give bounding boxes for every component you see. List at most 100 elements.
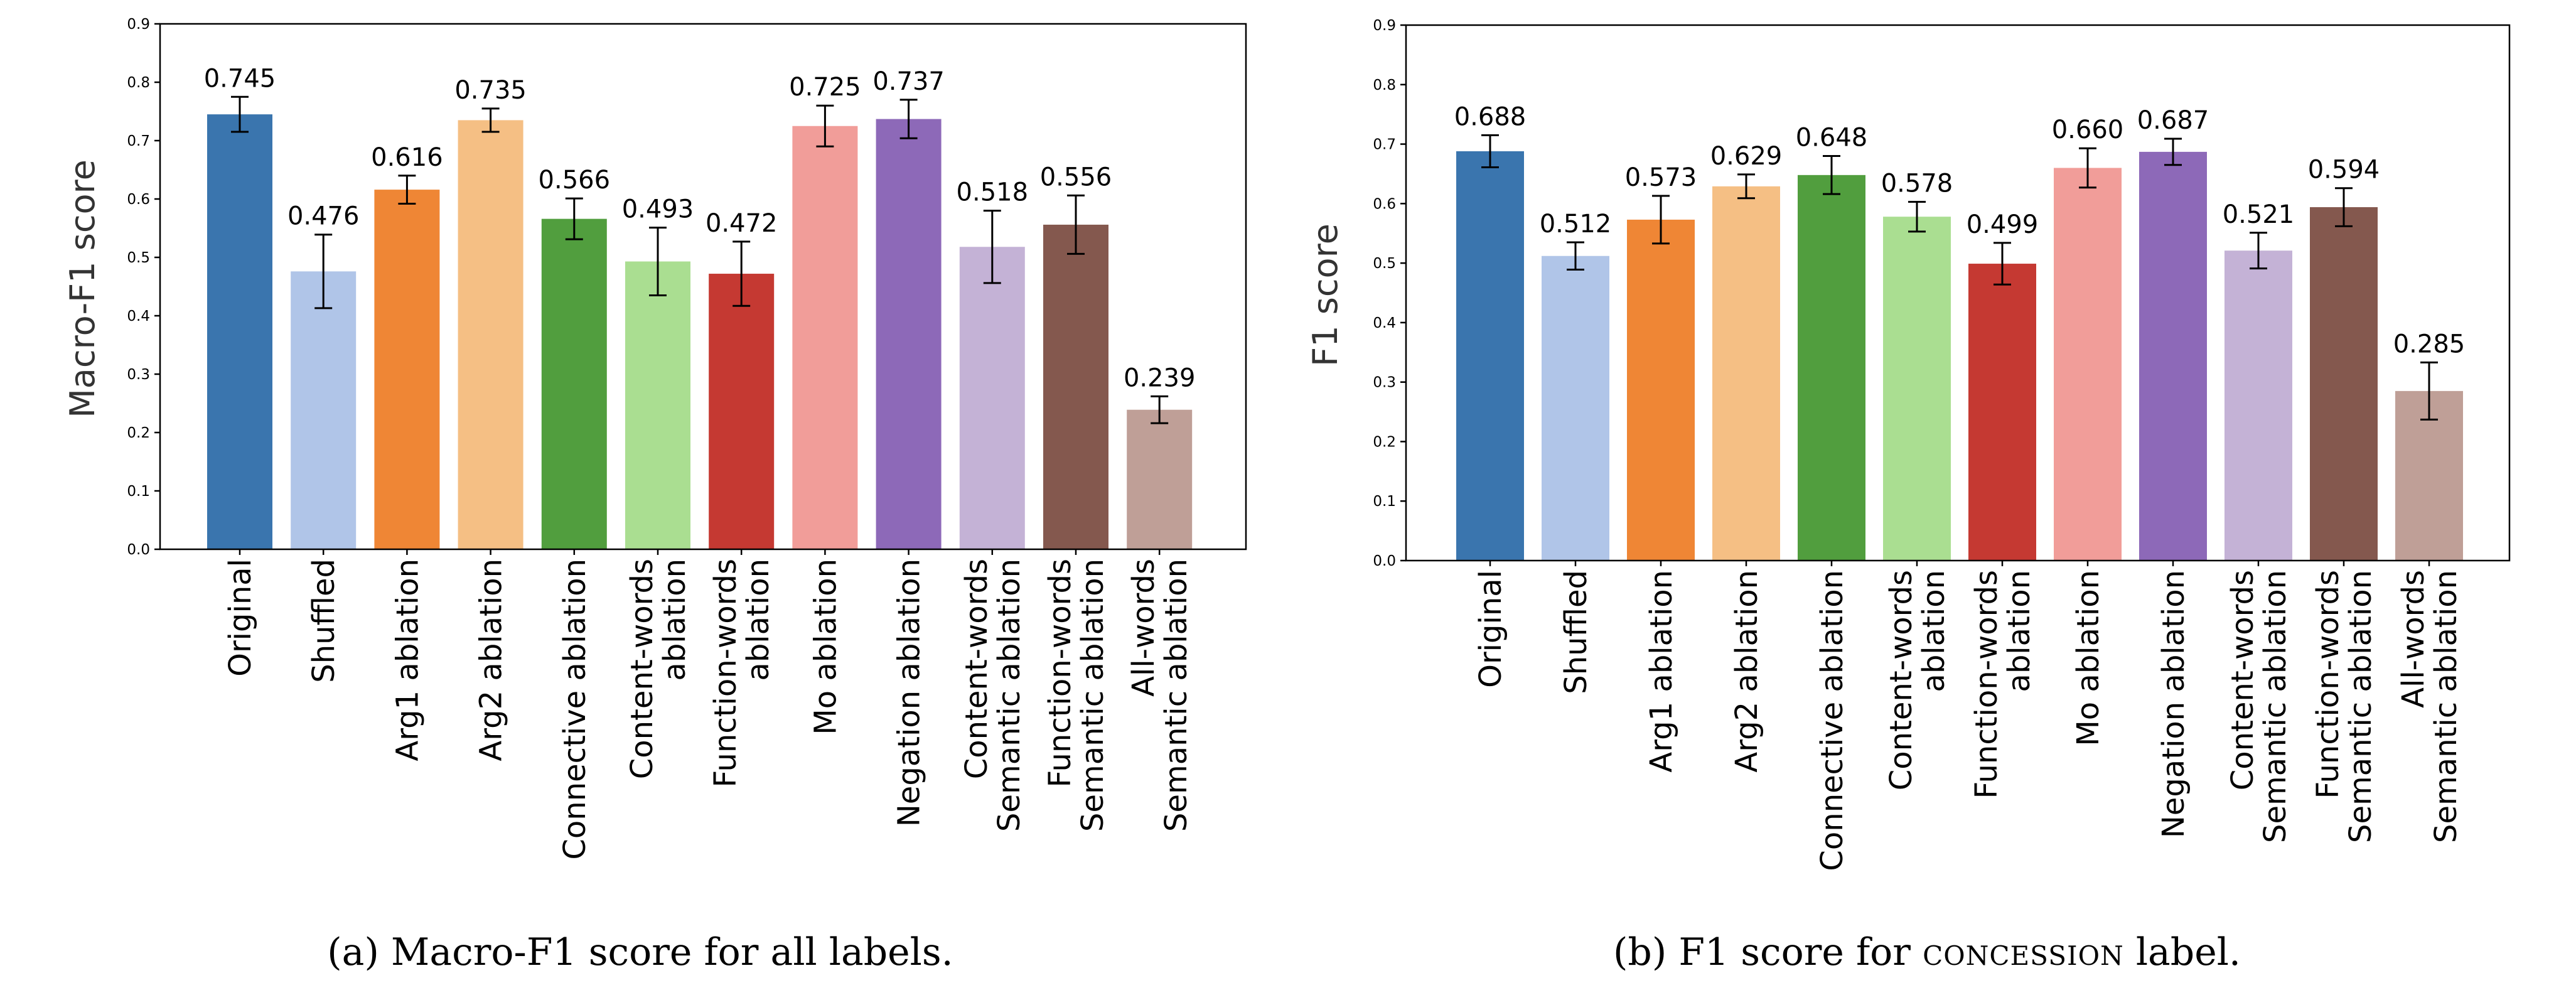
x-tick-line: Semantic ablation — [2428, 570, 2464, 843]
y-tick-label: 0.1 — [1373, 493, 1396, 510]
x-tick-line: ablation — [1916, 570, 1951, 692]
bar — [1798, 175, 1865, 561]
value-label: 0.556 — [1040, 163, 1112, 191]
x-tick-line: Function-words — [2310, 570, 2346, 798]
x-tick-line: Mo ablation — [808, 559, 843, 735]
x-tick-line: ablation — [657, 559, 692, 681]
value-label: 0.687 — [2137, 106, 2209, 135]
x-tick-label: Original — [223, 559, 258, 677]
x-tick-line: Function-words — [1969, 570, 2004, 798]
value-label: 0.578 — [1881, 169, 1953, 198]
y-tick-label: 0.8 — [127, 75, 150, 91]
bar — [1627, 219, 1695, 561]
value-label: 0.660 — [2052, 116, 2124, 144]
x-tick-label: Content-wordsablation — [625, 559, 692, 779]
plot-frame — [1405, 24, 2511, 562]
x-tick-line: Semantic ablation — [992, 559, 1027, 832]
value-label: 0.493 — [622, 195, 694, 224]
x-tick-label: Negation ablation — [2156, 570, 2191, 838]
x-tick-line: Semantic ablation — [1159, 559, 1194, 832]
value-label: 0.629 — [1710, 142, 1783, 171]
y-tick-label: 0.4 — [127, 308, 150, 325]
x-tick-label: Connective ablation — [1815, 570, 1850, 871]
bar — [1968, 264, 2036, 561]
x-tick-line: Connective ablation — [1815, 570, 1850, 871]
bar — [2310, 207, 2378, 561]
y-tick-label: 0.8 — [1373, 77, 1396, 94]
x-tick-label: Mo ablation — [808, 559, 843, 735]
bar — [959, 247, 1025, 549]
x-tick-line: Semantic ablation — [1075, 559, 1110, 832]
x-tick-line: Semantic ablation — [2343, 570, 2378, 843]
value-label: 0.648 — [1796, 124, 1868, 153]
x-tick-label: Function-wordsSemantic ablation — [1043, 559, 1110, 832]
bar — [1043, 224, 1108, 549]
bar — [1712, 186, 1780, 561]
x-tick-label: Shuffled — [306, 559, 341, 683]
y-tick-label: 0.6 — [127, 191, 150, 208]
x-tick-label: Content-wordsablation — [1884, 570, 1951, 790]
x-tick-line: All-words — [2396, 570, 2431, 708]
x-tick-label: Function-wordsablation — [708, 559, 776, 787]
value-label: 0.285 — [2393, 330, 2466, 358]
caption-a: (a) Macro-F1 score for all labels. — [264, 930, 1017, 981]
y-tick-label: 0.9 — [1373, 18, 1396, 34]
value-label: 0.745 — [204, 64, 276, 93]
chart-b: 0.688 Original 0.512 Shuffled 0.573 Arg1 abla… — [1306, 18, 2511, 871]
y-tick-label: 0.3 — [1373, 375, 1396, 391]
value-label: 0.616 — [371, 143, 443, 172]
x-tick-line: Negation ablation — [2156, 570, 2191, 838]
caption-b-term: concession — [1923, 930, 2124, 974]
y-axis-label: F1 score — [1306, 223, 1345, 367]
value-label: 0.594 — [2308, 156, 2380, 185]
bar — [709, 274, 775, 549]
x-tick-line: Arg2 ablation — [474, 559, 509, 761]
y-tick-label: 0.0 — [1373, 553, 1396, 569]
caption-b-suffix: label. — [2123, 930, 2241, 974]
bar — [2139, 151, 2207, 561]
x-tick-label: Shuffled — [1559, 570, 1594, 694]
x-tick-line: Function-words — [1043, 559, 1078, 787]
y-tick-label: 0.9 — [127, 16, 150, 33]
x-tick-line: Negation ablation — [892, 559, 927, 827]
bar — [1456, 151, 1524, 561]
bar — [541, 218, 607, 549]
x-tick-label: Arg1 ablation — [390, 559, 425, 761]
x-tick-line: Semantic ablation — [2258, 570, 2293, 843]
value-label: 0.518 — [957, 178, 1029, 207]
x-tick-label: Function-wordsablation — [1969, 570, 2037, 798]
x-tick-line: Connective ablation — [557, 559, 593, 860]
bar — [1127, 409, 1193, 549]
value-label: 0.573 — [1625, 163, 1697, 192]
x-tick-line: Original — [223, 559, 258, 677]
x-tick-line: ablation — [2002, 570, 2037, 692]
caption-b: (b) F1 score for concession label. — [1456, 930, 2398, 981]
value-label: 0.521 — [2223, 200, 2295, 229]
y-tick-label: 0.2 — [1373, 434, 1396, 450]
y-tick-label: 0.5 — [127, 250, 150, 266]
x-tick-line: Arg2 ablation — [1729, 570, 1764, 773]
x-tick-line: Content-words — [1884, 570, 1919, 790]
x-tick-line: Content-words — [2225, 570, 2260, 790]
x-tick-line: Content-words — [959, 559, 994, 779]
value-label: 0.239 — [1124, 363, 1196, 392]
bar — [291, 271, 357, 549]
x-tick-line: ablation — [741, 559, 776, 681]
value-label: 0.476 — [287, 202, 360, 231]
x-tick-line: Arg1 ablation — [390, 559, 425, 761]
value-label: 0.688 — [1454, 102, 1527, 131]
x-tick-label: Mo ablation — [2071, 570, 2106, 746]
plot-frame — [159, 23, 1247, 551]
y-tick-label: 0.2 — [127, 425, 150, 441]
bar — [374, 190, 440, 549]
x-tick-line: Function-words — [708, 559, 743, 787]
bar — [876, 119, 942, 550]
bar — [2224, 250, 2292, 561]
y-tick-label: 0.1 — [127, 483, 150, 500]
y-tick-label: 0.6 — [1373, 196, 1396, 212]
value-label: 0.472 — [706, 209, 778, 238]
y-tick-label: 0.4 — [1373, 315, 1396, 331]
value-label: 0.737 — [872, 67, 945, 96]
value-label: 0.735 — [454, 76, 527, 105]
